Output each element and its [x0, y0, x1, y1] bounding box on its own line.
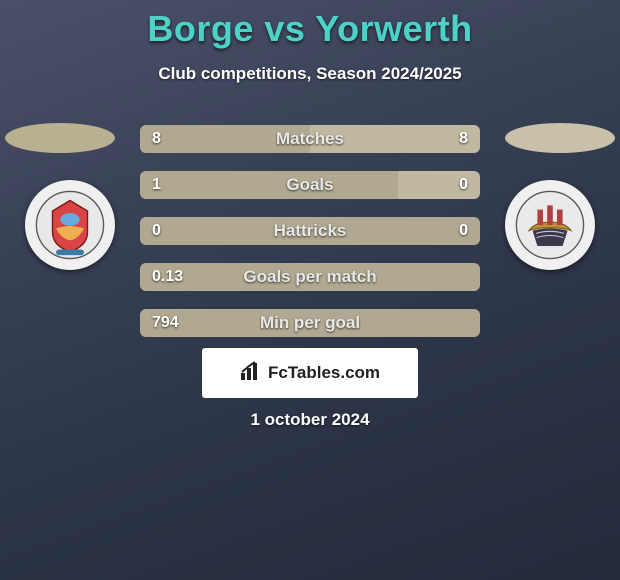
- comparison-infographic: Borge vs Yorwerth Club competitions, Sea…: [0, 0, 620, 580]
- stat-label: Hattricks: [140, 217, 480, 245]
- stat-label: Goals per match: [140, 263, 480, 291]
- right-player-pill: [505, 123, 615, 153]
- chart-icon: [240, 361, 262, 386]
- left-player-pill: [5, 123, 115, 153]
- stat-row-matches: 8 8 Matches: [140, 125, 480, 153]
- stat-label: Min per goal: [140, 309, 480, 337]
- page-title: Borge vs Yorwerth: [0, 0, 620, 50]
- source-logo-text: FcTables.com: [268, 363, 380, 383]
- stat-label: Goals: [140, 171, 480, 199]
- stat-row-goals-per-match: 0.13 Goals per match: [140, 263, 480, 291]
- page-subtitle: Club competitions, Season 2024/2025: [0, 64, 620, 84]
- stat-bars: 8 8 Matches 1 0 Goals 0 0 Hattricks: [140, 125, 480, 355]
- source-logo: FcTables.com: [202, 348, 418, 398]
- stat-row-min-per-goal: 794 Min per goal: [140, 309, 480, 337]
- stat-label: Matches: [140, 125, 480, 153]
- stat-row-hattricks: 0 0 Hattricks: [140, 217, 480, 245]
- stat-row-goals: 1 0 Goals: [140, 171, 480, 199]
- date-label: 1 october 2024: [0, 410, 620, 430]
- right-team-crest-icon: [505, 180, 595, 270]
- left-team-crest-icon: [25, 180, 115, 270]
